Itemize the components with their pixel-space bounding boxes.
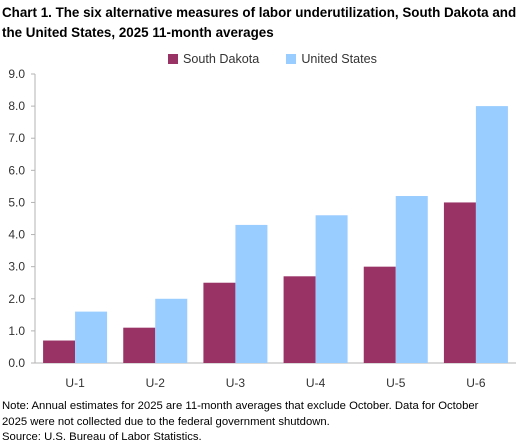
legend: South Dakota United States — [168, 52, 404, 66]
bar-united-states — [155, 298, 188, 363]
chart-title: Chart 1. The six alternative measures of… — [2, 5, 517, 40]
y-tick-label: 9.0 — [8, 67, 25, 81]
note-line-1: Note: Annual estimates for 2025 are 11-m… — [2, 400, 479, 412]
y-tick-label: 8.0 — [8, 99, 25, 113]
y-tick-label: 4.0 — [8, 228, 25, 242]
bar-united-states — [75, 311, 108, 363]
y-tick-label: 5.0 — [8, 195, 25, 209]
y-tick-label: 6.0 — [8, 163, 25, 177]
chart-notes: Note: Annual estimates for 2025 are 11-m… — [2, 399, 478, 446]
bar-south-dakota — [43, 340, 76, 363]
bar-south-dakota — [363, 266, 396, 363]
source-line: Source: U.S. Bureau of Labor Statistics. — [2, 431, 202, 443]
bar-south-dakota — [443, 202, 476, 363]
y-tick-label: 1.0 — [8, 324, 25, 338]
bar-chart: 0.0 1.0 2.0 3.0 4.0 5.0 6.0 7.0 8.0 9.0 U-1 U-2 U-3 U… — [8, 67, 516, 390]
x-tick-label: U-3 — [226, 376, 246, 390]
legend-label-united-states: United States — [301, 52, 377, 66]
x-tick-label: U-2 — [146, 376, 166, 390]
bar-south-dakota — [203, 282, 236, 363]
bar-south-dakota — [123, 327, 156, 363]
x-tick-label: U-6 — [466, 376, 486, 390]
bar-united-states — [395, 196, 428, 363]
legend-item-united-states: United States — [286, 52, 377, 66]
y-tick-label: 2.0 — [8, 292, 25, 306]
legend-swatch-south-dakota — [168, 54, 178, 64]
bar-united-states — [315, 215, 348, 363]
x-tick-label: U-1 — [65, 376, 85, 390]
x-tick-label: U-5 — [386, 376, 406, 390]
bar-united-states — [235, 224, 268, 363]
legend-swatch-united-states — [286, 54, 297, 64]
y-tick-label: 3.0 — [8, 260, 25, 274]
legend-item-south-dakota: South Dakota — [168, 52, 259, 66]
note-line-2: 2025 were not collected due to the feder… — [2, 415, 330, 428]
bar-south-dakota — [283, 276, 316, 363]
y-tick-label: 0.0 — [8, 356, 25, 370]
bar-united-states — [475, 106, 508, 363]
legend-label-south-dakota: South Dakota — [183, 52, 260, 66]
y-tick-label: 7.0 — [8, 131, 25, 145]
x-tick-label: U-4 — [306, 376, 326, 390]
